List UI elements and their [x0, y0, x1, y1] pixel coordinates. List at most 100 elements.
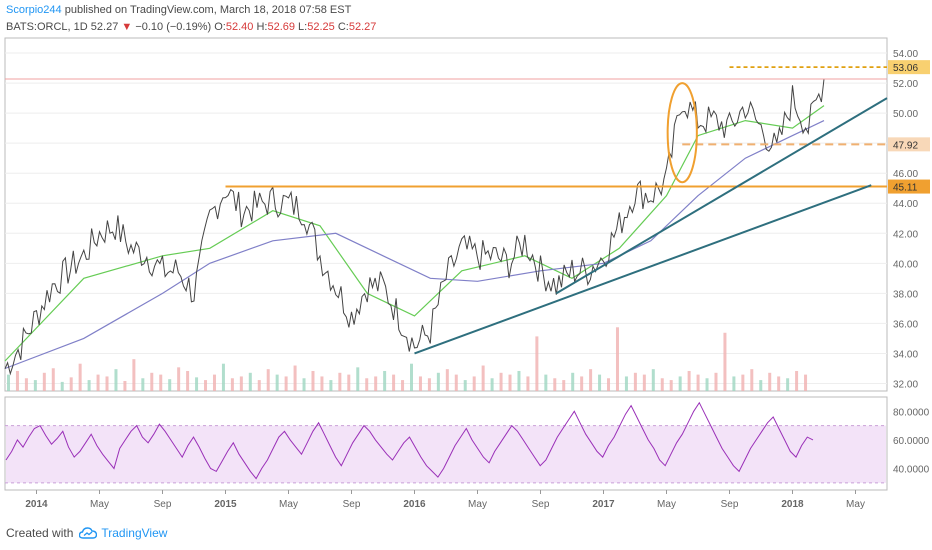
volume-bar	[571, 372, 575, 391]
time-tick-label: 2014	[25, 499, 48, 510]
volume-bar	[204, 380, 208, 391]
rsi-tick-label: 60.0000	[893, 436, 930, 447]
price-tick-label: 44.00	[893, 199, 918, 210]
volume-bar	[51, 368, 55, 391]
volume-bar	[508, 374, 512, 391]
volume-bar	[607, 378, 611, 391]
low-value: 52.25	[307, 21, 335, 33]
tradingview-cloud-icon	[79, 527, 98, 539]
volume-bar	[777, 376, 781, 391]
label-top-dashed: 53.06	[893, 63, 918, 74]
volume-bar	[687, 370, 691, 391]
volume-bar	[526, 376, 530, 391]
volume-bar	[212, 374, 216, 391]
time-tick-label: Sep	[721, 499, 739, 510]
down-arrow-icon: ▼	[121, 21, 133, 33]
volume-bar	[481, 365, 485, 391]
time-tick-label: 2018	[781, 499, 804, 510]
volume-bar	[795, 370, 799, 391]
volume-bar	[383, 370, 387, 391]
volume-bar	[615, 327, 619, 391]
ma-line-fast	[4, 105, 825, 362]
volume-bar	[87, 380, 91, 391]
volume-bar	[418, 376, 422, 391]
volume-bar	[768, 372, 772, 391]
volume-bar	[535, 336, 539, 391]
volume-bar	[589, 369, 593, 391]
publish-line: Scorpio244 published on TradingView.com,…	[6, 4, 351, 16]
label-mid-dashed: 47.92	[893, 140, 918, 151]
volume-bar	[392, 374, 396, 391]
volume-bar	[221, 363, 225, 391]
volume-bar	[284, 376, 288, 391]
created-with-label: Created with	[6, 526, 74, 540]
time-tick-label: May	[846, 499, 865, 510]
volume-bar	[427, 378, 431, 391]
price-chart[interactable]: 54.0052.0050.0048.0046.0044.0042.0040.00…	[0, 0, 932, 520]
volume-bar	[669, 380, 673, 391]
time-tick-label: Sep	[154, 499, 172, 510]
trendline-upper	[555, 97, 888, 295]
price-tick-label: 42.00	[893, 229, 918, 240]
time-tick-label: May	[279, 499, 298, 510]
volume-bar	[195, 377, 199, 391]
volume-bar	[132, 359, 136, 391]
volume-bar	[598, 374, 602, 391]
low-label: L:	[298, 21, 308, 33]
symbol-label: BATS:ORCL, 1D	[6, 21, 88, 33]
time-tick-label: 2015	[214, 499, 237, 510]
publish-info: published on TradingView.com, March 18, …	[64, 4, 352, 16]
label-resistance-bg	[888, 179, 930, 194]
volume-bar	[24, 378, 28, 391]
volume-bar	[651, 369, 655, 391]
open-label: O:	[214, 21, 226, 33]
volume-bar	[275, 374, 279, 391]
volume-bar	[786, 378, 790, 391]
volume-bar	[472, 376, 476, 391]
time-tick-label: May	[657, 499, 676, 510]
volume-bar	[347, 374, 351, 391]
volume-bar	[759, 380, 763, 391]
price-change: −0.10 (−0.19%)	[135, 21, 212, 33]
price-tick-label: 46.00	[893, 169, 918, 180]
open-value: 52.40	[225, 21, 254, 33]
footer: Created with TradingView	[6, 526, 167, 540]
volume-bar	[302, 378, 306, 391]
volume-bar	[544, 374, 548, 391]
volume-bar	[445, 369, 449, 391]
author-link[interactable]: Scorpio244	[6, 4, 62, 16]
rsi-line	[5, 401, 814, 480]
time-tick-label: Sep	[343, 499, 361, 510]
volume-bar	[311, 370, 315, 391]
price-tick-label: 54.00	[893, 49, 918, 60]
volume-bar	[660, 378, 664, 391]
tradingview-link[interactable]: TradingView	[79, 526, 167, 540]
rsi-band	[6, 425, 886, 483]
volume-bar	[624, 376, 628, 391]
volume-bar	[69, 377, 73, 391]
volume-bar	[705, 378, 709, 391]
volume-bar	[436, 372, 440, 391]
brand-label: TradingView	[101, 526, 168, 540]
volume-bar	[159, 374, 163, 391]
volume-bar	[338, 372, 342, 391]
last-price: 52.27	[90, 21, 119, 33]
volume-bar	[463, 380, 467, 391]
label-mid-dashed-bg	[888, 137, 930, 152]
volume-bar	[293, 365, 297, 391]
volume-bar	[266, 369, 270, 391]
time-tick-label: May	[468, 499, 487, 510]
volume-bar	[96, 374, 100, 391]
volume-bar	[696, 374, 700, 391]
label-top-dashed-bg	[888, 60, 930, 75]
volume-bar	[7, 374, 10, 391]
price-tick-label: 52.00	[893, 79, 918, 90]
volume-bar	[517, 370, 521, 391]
rsi-tick-label: 40.0000	[893, 465, 930, 476]
volume-bar	[42, 372, 46, 391]
volume-bar	[499, 372, 503, 391]
volume-bar	[150, 372, 154, 391]
high-label: H:	[256, 21, 268, 33]
price-tick-label: 40.00	[893, 259, 918, 270]
ohlc-line: BATS:ORCL, 1D 52.27 ▼ −0.10 (−0.19%) O:5…	[6, 21, 376, 33]
